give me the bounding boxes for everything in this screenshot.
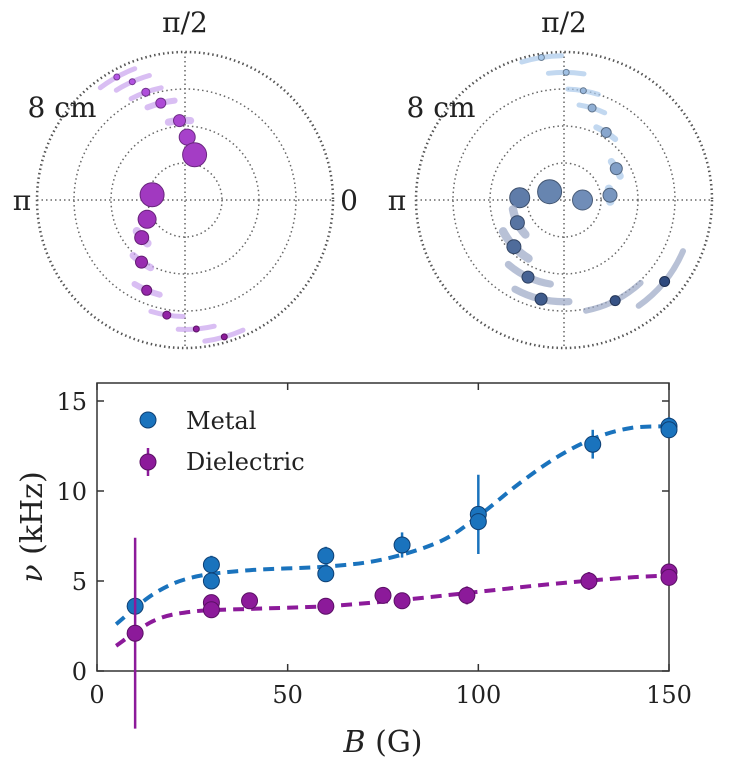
y-tick-label: 15: [56, 388, 87, 416]
polar-point: [155, 97, 167, 109]
polar-point: [135, 255, 148, 269]
data-point-metal: [317, 565, 335, 583]
polar-point: [609, 295, 621, 307]
polar-point: [579, 87, 587, 95]
y-axis-title: ν (kHz): [15, 471, 50, 582]
data-point-dielectric: [374, 586, 392, 604]
y-axis-title-symbol: ν: [15, 564, 50, 582]
polar-point: [173, 114, 186, 128]
y-axis-title-unit: (kHz): [15, 471, 50, 555]
data-point-dielectric: [458, 586, 476, 604]
polar-point: [509, 215, 525, 231]
polar-point: [134, 230, 150, 246]
polar-radius-label: 8 cm: [28, 91, 97, 124]
polar-point: [587, 103, 597, 113]
polar-point: [182, 142, 208, 168]
data-point-metal: [660, 421, 678, 439]
polar-point: [537, 179, 563, 205]
x-tick-label: 0: [89, 681, 104, 709]
plot-frame: [96, 382, 670, 672]
x-tick-label: 150: [646, 681, 692, 709]
data-point-dielectric: [580, 572, 598, 590]
legend-marker-metal: [139, 411, 157, 429]
data-point-metal: [317, 547, 335, 565]
data-point-metal: [584, 435, 602, 453]
polar-plot-dielectric: π/2 π 0 8 cm: [13, 6, 358, 350]
polar-dielectric-marks: [97, 66, 246, 344]
data-points: [126, 417, 678, 729]
legend-label-metal: Metal: [186, 407, 256, 435]
data-point-dielectric: [660, 568, 678, 586]
data-point-dielectric: [241, 592, 259, 610]
polar-point: [534, 292, 548, 306]
data-point-metal: [202, 572, 220, 590]
polar-radius-label: 8 cm: [407, 91, 476, 124]
polar-point: [609, 162, 623, 176]
legend-label-dielectric: Dielectric: [186, 448, 305, 476]
axis-ticks: 0 50 100 150 0 5 10 15: [56, 383, 692, 709]
legend-marker-dielectric: [139, 453, 157, 471]
polar-point: [128, 78, 136, 86]
polar-point: [537, 54, 545, 61]
polar-plot-metal: π/2 π 8 cm: [388, 6, 714, 350]
polar-label-top: π/2: [541, 6, 587, 39]
polar-label-top: π/2: [162, 6, 208, 39]
polar-point: [659, 276, 671, 287]
frequency-vs-field-plot: 0 50 100 150 0 5 10 15 Metal Dielectric B (G) ν…: [15, 382, 692, 760]
x-axis-title: B (G): [343, 725, 423, 760]
y-tick-label: 5: [72, 568, 87, 596]
data-point-dielectric: [126, 624, 144, 642]
data-point-metal: [469, 513, 487, 531]
polar-point: [192, 325, 200, 333]
data-point-metal: [393, 536, 411, 554]
x-axis-title-symbol: B: [343, 725, 366, 760]
polar-label-left: π: [388, 184, 406, 217]
polar-point: [572, 189, 593, 211]
polar-point: [562, 68, 570, 76]
polar-point: [137, 209, 157, 229]
x-tick-label: 100: [455, 681, 501, 709]
polar-point: [521, 270, 535, 284]
polar-point: [141, 87, 151, 97]
data-point-dielectric: [202, 601, 220, 619]
polar-point: [600, 127, 612, 138]
polar-point: [113, 73, 121, 81]
data-point-dielectric: [317, 597, 335, 615]
polar-point: [602, 187, 618, 203]
x-axis-title-unit: (G): [375, 725, 422, 760]
polar-point: [220, 333, 228, 341]
polar-label-left: π: [13, 184, 31, 217]
polar-point: [139, 182, 165, 208]
x-tick-label: 50: [272, 681, 303, 709]
polar-point: [141, 284, 153, 296]
legend: Metal Dielectric: [139, 407, 305, 476]
data-point-dielectric: [393, 592, 411, 610]
polar-point: [506, 239, 522, 255]
polar-metal-marks: [498, 53, 686, 314]
polar-point: [509, 187, 531, 209]
y-tick-label: 10: [56, 478, 87, 506]
data-point-metal: [202, 556, 220, 574]
polar-label-right: 0: [340, 184, 358, 217]
polar-point: [162, 310, 172, 320]
y-tick-label: 0: [72, 658, 87, 686]
